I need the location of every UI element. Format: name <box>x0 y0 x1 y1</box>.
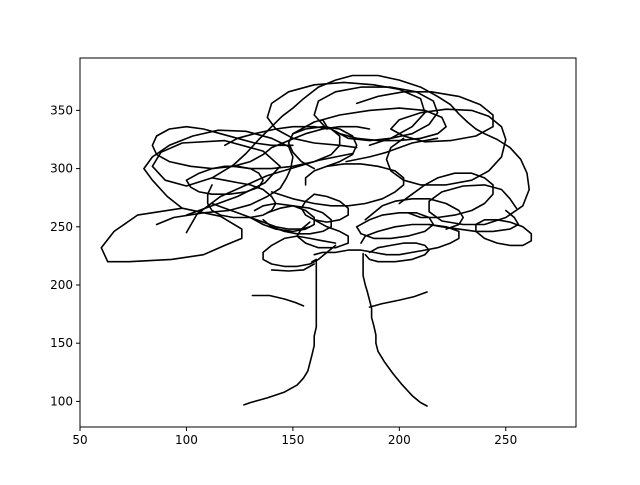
series-line-13 <box>151 125 371 170</box>
series-line-5 <box>270 263 316 272</box>
series-line-16 <box>345 137 439 163</box>
x-tick-label: 150 <box>281 433 304 447</box>
x-axis-ticks: 50 100 150 200 250 <box>72 427 517 447</box>
series-line-25 <box>364 198 465 230</box>
y-tick-label: 200 <box>50 278 73 292</box>
series-line-15 <box>292 107 447 142</box>
series-line-4 <box>251 294 305 307</box>
plot-frame <box>79 57 577 428</box>
series-line-33 <box>475 219 533 247</box>
series-line-3 <box>368 291 428 308</box>
series-line-27 <box>428 209 520 233</box>
series-line-2 <box>362 252 428 407</box>
series-line-26 <box>398 172 494 219</box>
series-line-6 <box>185 152 354 234</box>
series-line-12 <box>266 81 426 149</box>
y-tick-label: 300 <box>50 162 73 176</box>
series-line-17 <box>270 163 405 207</box>
x-tick-label: 50 <box>72 433 87 447</box>
series-line-21 <box>262 235 337 268</box>
series-line-8 <box>143 129 294 226</box>
series-line-7 <box>100 207 243 263</box>
y-axis-ticks: 100 150 200 250 300 350 <box>50 103 80 408</box>
series-line-18 <box>287 125 358 170</box>
series-line-22 <box>313 223 460 256</box>
series-line-9 <box>151 74 531 226</box>
plot-lines <box>100 74 533 407</box>
x-tick-label: 200 <box>388 433 411 447</box>
series-line-10 <box>355 91 507 186</box>
y-tick-label: 250 <box>50 220 73 234</box>
series-line-23 <box>364 242 430 263</box>
y-tick-label: 100 <box>50 394 73 408</box>
series-line-32 <box>211 202 311 230</box>
x-tick-label: 100 <box>175 433 198 447</box>
series-line-31 <box>249 202 316 233</box>
series-line-1 <box>243 258 318 406</box>
x-tick-label: 250 <box>494 433 517 447</box>
y-tick-label: 350 <box>50 103 73 117</box>
series-line-28 <box>185 165 264 195</box>
y-tick-label: 150 <box>50 336 73 350</box>
series-line-14 <box>224 125 341 170</box>
